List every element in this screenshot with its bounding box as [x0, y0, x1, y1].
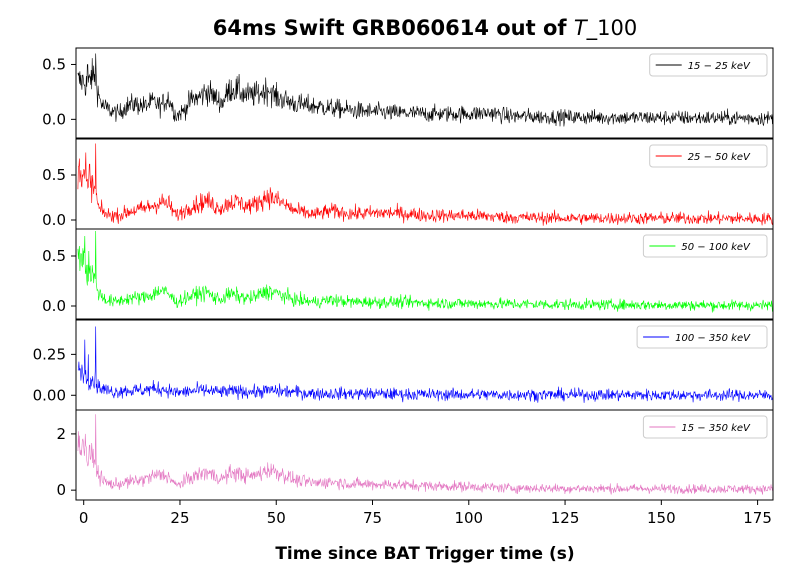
- y-tick-label: 0.5: [42, 166, 66, 184]
- y-tick-label: 0: [56, 481, 66, 499]
- panel-3: 0.0 0.5 50 − 100 keV: [42, 228, 774, 320]
- x-tick-label: 75: [363, 509, 382, 527]
- panel-frame: [75, 409, 774, 501]
- panel-5: 0 2 15 − 350 keV: [56, 409, 774, 501]
- legend-label: 50 − 100 keV: [681, 242, 751, 253]
- y-tick-label: 0.25: [33, 345, 66, 363]
- y-tick-label: 2: [56, 425, 66, 443]
- series-line: [77, 230, 773, 313]
- legend: 25 − 50 keV: [649, 144, 768, 168]
- panel-2: 0.0 0.5 25 − 50 keV: [42, 138, 774, 230]
- series-line: [77, 143, 773, 226]
- y-tick-label: 0.00: [33, 386, 66, 404]
- chart-title: 64ms Swift GRB060614 out of T_100: [213, 16, 638, 41]
- legend-label: 25 − 50 keV: [688, 152, 751, 163]
- series-line: [77, 53, 773, 127]
- y-tick-label: 0.5: [42, 247, 66, 265]
- x-tick-label: 25: [170, 509, 189, 527]
- series-line: [77, 414, 773, 495]
- x-axis-label: Time since BAT Trigger time (s): [275, 544, 574, 564]
- x-tick-label: 100: [454, 509, 483, 527]
- x-tick-label: 0: [79, 509, 89, 527]
- legend-label: 15 − 25 keV: [688, 61, 751, 72]
- y-tick-label: 0.0: [42, 297, 66, 315]
- series-line: [77, 326, 773, 403]
- legend: 50 − 100 keV: [642, 234, 768, 258]
- panel-frame: [75, 47, 774, 139]
- y-tick-label: 0.5: [42, 55, 66, 73]
- panel-frame: [75, 228, 774, 320]
- panel-4: 0.00 0.25 100 − 350 keV: [33, 319, 774, 411]
- y-tick-label: 0.0: [42, 211, 66, 229]
- x-axis: 0 25 50 75 100 125 150 175: [79, 500, 772, 527]
- legend: 100 − 350 keV: [636, 325, 768, 349]
- legend-label: 15 − 350 keV: [681, 423, 751, 434]
- x-tick-label: 150: [647, 509, 676, 527]
- legend-label: 100 − 350 keV: [675, 333, 751, 344]
- x-tick-label: 50: [267, 509, 286, 527]
- legend: 15 − 350 keV: [642, 415, 768, 439]
- legend: 15 − 25 keV: [649, 53, 768, 77]
- panels: 0.0 0.5 15 − 25 keV 0.0 0.5 25 − 50 keV 0.0 0.5…: [33, 47, 774, 501]
- x-tick-label: 175: [743, 509, 772, 527]
- panel-1: 0.0 0.5 15 − 25 keV: [42, 47, 774, 139]
- y-tick-label: 0.0: [42, 110, 66, 128]
- x-tick-label: 125: [551, 509, 580, 527]
